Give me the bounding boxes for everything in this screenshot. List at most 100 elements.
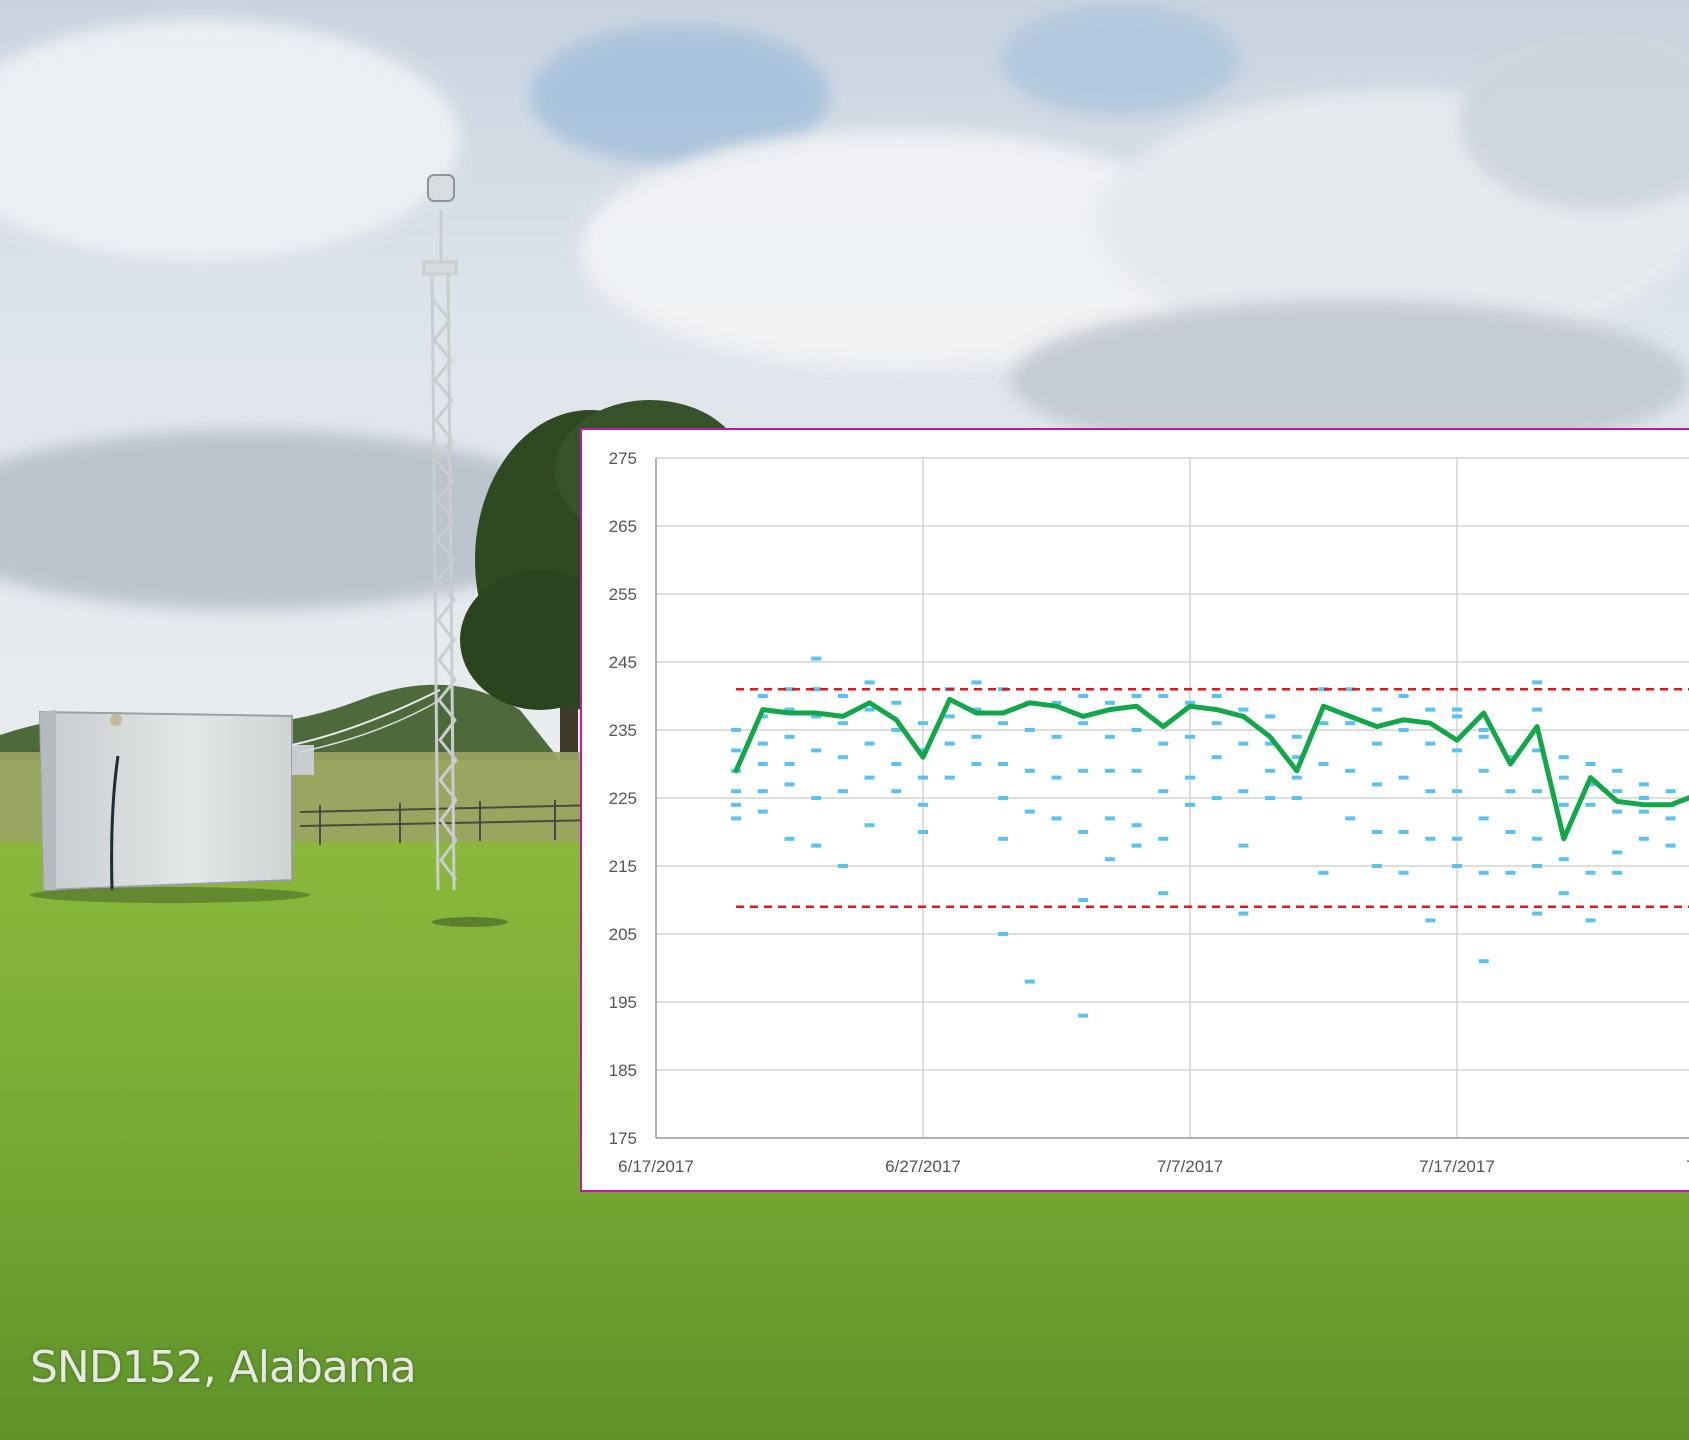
data-point [1398,694,1409,698]
data-point [1238,707,1249,712]
data-point [837,755,848,760]
data-point [1158,891,1169,896]
data-point [944,775,955,780]
data-point [971,680,982,685]
x-tick-labels: 6/17/2017 6/27/2017 7/7/2017 7/17/2017 7/27/… [618,1157,1689,1176]
data-point [1291,796,1302,800]
data-point [757,762,768,766]
data-point [944,714,955,719]
data-point [1612,789,1623,794]
data-point [1585,782,1596,787]
data-point [1104,700,1115,705]
data-point [811,796,822,800]
data-point [757,789,768,794]
data-point [918,802,928,807]
data-point [1024,809,1035,814]
limit-lines [736,687,1689,909]
data-point [1185,775,1195,780]
data-point [1158,741,1169,746]
data-point [784,762,795,766]
x-tick-label: 7/7/2017 [1157,1157,1223,1176]
y-tick-label: 235 [609,721,637,740]
data-point [1131,694,1142,698]
data-point [1638,809,1649,814]
data-point [1211,796,1222,800]
grid-lines [656,457,1689,1138]
data-point [1051,775,1062,780]
data-point [731,802,742,807]
chart: 275 265 255 245 235 225 215 205 195 185 175 6/17/2… [609,449,1689,1176]
data-point [1345,768,1356,773]
data-point [731,816,742,821]
data-point [731,789,742,794]
data-point [918,775,928,780]
data-point [1158,694,1169,698]
data-point [811,656,822,661]
y-tick-label: 175 [609,1129,637,1148]
data-point [1024,728,1035,732]
data-point [1265,796,1276,800]
data-point [1078,721,1089,726]
data-point [1265,714,1276,719]
data-point [1078,694,1089,698]
data-point [1452,789,1462,794]
y-tick-label: 185 [609,1061,637,1080]
y-tick-label: 275 [609,449,637,468]
data-point [811,687,822,692]
data-point [784,687,795,692]
data-point [891,700,902,705]
data-point [1452,714,1462,719]
data-point [1585,762,1596,766]
site-caption: SND152, Alabama [30,1342,417,1393]
data-point [811,714,822,719]
data-point [1318,687,1329,692]
data-point [757,741,768,746]
sensor-dome [427,174,455,202]
data-point [1238,789,1249,794]
data-point [864,741,875,746]
data-point [1612,850,1623,855]
data-point [1318,762,1329,766]
data-point [731,748,742,753]
data-point [1452,864,1462,868]
data-point [1505,755,1516,760]
data-point [1211,721,1222,726]
data-point [1185,700,1195,705]
data-point [1078,768,1089,773]
data-point [731,728,742,732]
data-point [891,728,902,732]
data-point [944,741,955,746]
data-point [1398,870,1409,875]
chart-panel: 275 265 255 245 235 225 215 205 195 185 175 6/17/2… [580,428,1689,1192]
data-point [1665,816,1676,821]
y-tick-label: 205 [609,925,637,944]
data-point [1371,830,1382,834]
data-point [971,734,982,739]
data-point [837,789,848,794]
data-point [1505,789,1516,794]
data-point [1665,843,1676,848]
x-tick-label: 7/27/2017 [1686,1157,1689,1176]
data-point [1425,707,1436,712]
data-point [1425,741,1436,746]
data-point [1532,836,1543,841]
data-point [1478,959,1489,964]
data-point [811,843,822,848]
data-point [784,707,795,712]
data-point [1345,816,1356,821]
y-tick-label: 245 [609,653,637,672]
data-point [1131,768,1142,773]
data-point [864,823,875,828]
data-point [998,836,1009,841]
data-point [891,762,902,766]
data-point [1478,768,1489,773]
data-point [1238,741,1249,746]
data-point [1452,707,1462,712]
data-point [1131,728,1142,732]
data-point [1558,891,1569,896]
x-tick-label: 6/27/2017 [885,1157,961,1176]
data-point [1051,816,1062,821]
y-tick-label: 255 [609,585,637,604]
data-point [1318,721,1329,726]
data-point [1371,707,1382,712]
